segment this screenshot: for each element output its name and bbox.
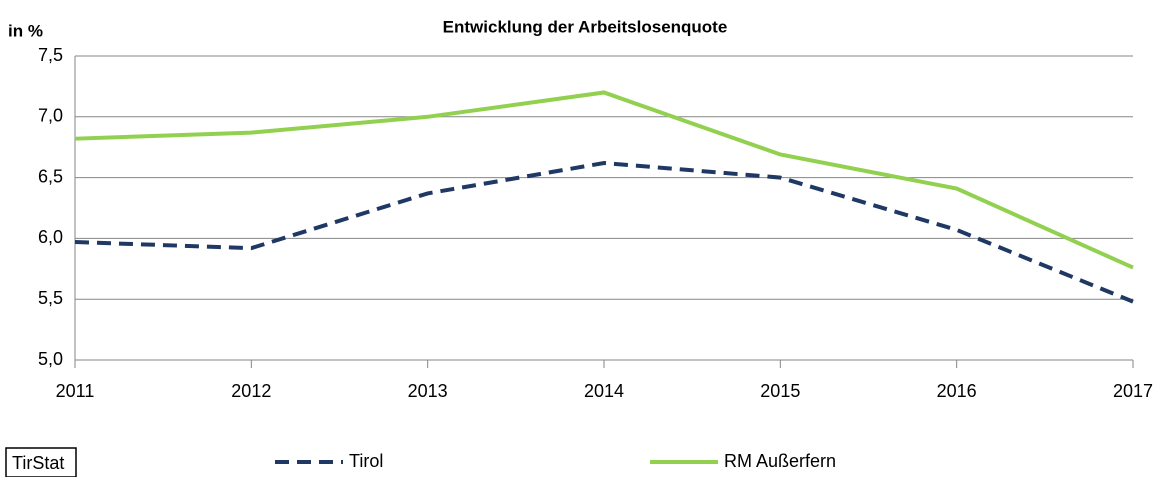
y-axis-label: in %	[8, 21, 43, 40]
x-tick-label: 2013	[408, 381, 448, 401]
source-box	[5, 447, 77, 477]
legend-label: RM Außerfern	[724, 451, 836, 471]
y-tick-label: 6,0	[38, 227, 63, 247]
y-tick-label: 5,0	[38, 349, 63, 369]
chart-title: Entwicklung der Arbeitslosenquote	[443, 17, 728, 36]
x-tick-label: 2012	[231, 381, 271, 401]
y-tick-label: 5,5	[38, 288, 63, 308]
legend-label: Tirol	[349, 451, 383, 471]
x-tick-label: 2011	[56, 381, 95, 401]
x-tick-label: 2017	[1113, 381, 1153, 401]
y-tick-label: 6,5	[38, 166, 63, 186]
y-tick-label: 7,0	[38, 106, 63, 126]
source: TirStat	[12, 453, 64, 473]
series-line	[74, 90, 1134, 270]
y-tick-label: 7,5	[38, 45, 63, 65]
x-tick-label: 2016	[937, 381, 977, 401]
series-line	[74, 160, 1134, 304]
x-tick-label: 2014	[584, 381, 624, 401]
x-tick-label: 2015	[760, 381, 800, 401]
